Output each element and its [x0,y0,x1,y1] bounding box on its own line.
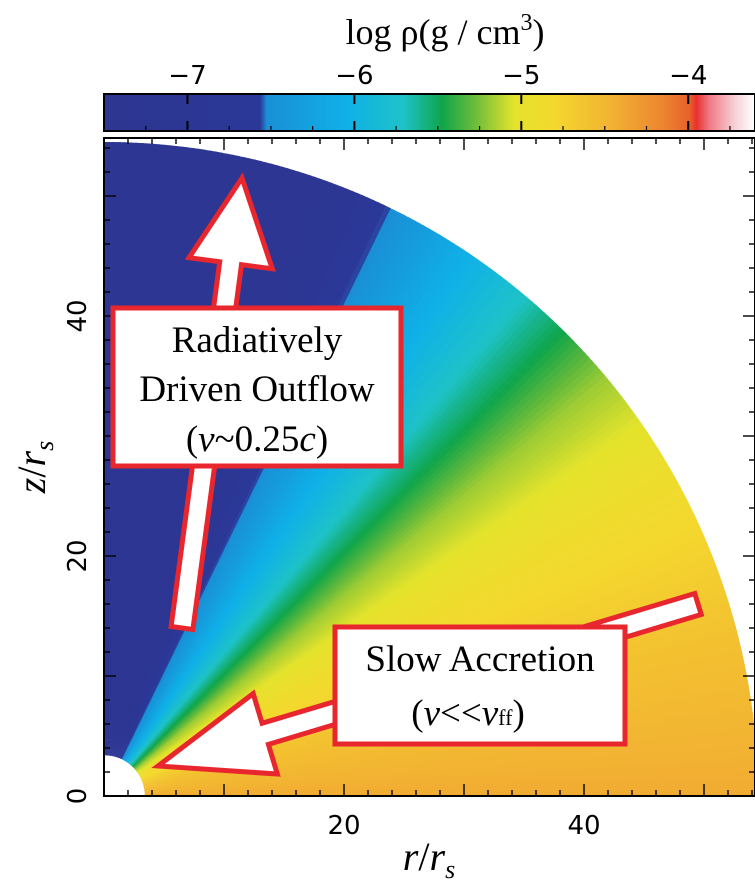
y-tick-label: 0 [63,788,93,805]
density-wedge [104,282,516,796]
density-wedge [104,775,755,796]
colorbar-tick-label: −5 [502,61,540,91]
density-wedge [104,289,525,796]
density-wedge [104,327,567,796]
x-axis-label: r/rs [403,834,455,884]
density-wedge [104,311,551,796]
density-wedge [104,319,559,796]
density-wedge [104,307,546,796]
y-tick-labels: 0 20 40 [63,299,93,804]
y-axis-label: z/rs [9,441,59,494]
density-wedge [104,339,579,796]
axis-ticks [104,138,755,796]
x-tick-label: 20 [327,811,360,841]
colorbar-tick-label: −6 [335,61,373,91]
density-wedge [104,292,529,796]
accretion-label-box [332,624,628,747]
density-wedge [104,300,538,796]
colorbar-ticks [103,94,731,131]
x-tick-label: 40 [567,811,600,841]
density-wedge [104,315,555,796]
density-wedge [104,278,512,796]
density-wedge [104,347,587,796]
plot-frame [103,137,755,797]
density-wedge [104,303,542,796]
colorbar-tick-label: −7 [168,61,206,91]
density-wedge [104,331,571,796]
accretion-velocity: (v<<vff) [411,693,525,734]
density-wedge [104,355,594,796]
density-wedge [104,386,620,796]
density-wedge [104,381,616,796]
density-wedge [104,372,609,796]
density-wedge [104,285,520,796]
density-wedge [104,781,755,796]
inner-boundary [104,755,145,796]
outflow-label-line2: Driven Outflow [139,369,375,410]
density-wedge [104,390,623,796]
density-wedge [104,296,534,796]
density-wedge [104,368,605,796]
density-wedge [104,351,591,796]
density-wedge [104,377,613,796]
density-wedge [104,275,507,796]
x-tick-labels: 20 40 [327,811,600,841]
density-wedge [104,343,583,796]
colorbar [103,93,755,132]
density-wedge [104,323,563,796]
y-tick-label: 20 [63,539,93,572]
colorbar-tick-label: −4 [669,61,707,91]
density-wedge [104,364,602,796]
density-wedge [104,142,110,796]
density-wedge [104,360,598,796]
outflow-label-line1: Radiatively [172,320,343,361]
annotations: Radiatively Driven Outflow (v~0.25c) Slo… [110,172,705,777]
colorbar-title: log ρ(g / cm3) [346,10,545,52]
outflow-velocity: (v~0.25c) [186,419,328,460]
colorbar-tick-labels: −7 −6 −5 −4 [168,61,707,91]
accretion-label-line1: Slow Accretion [365,639,594,680]
y-tick-label: 40 [63,299,93,332]
density-wedge [104,335,575,796]
outflow-label-box [110,305,404,469]
